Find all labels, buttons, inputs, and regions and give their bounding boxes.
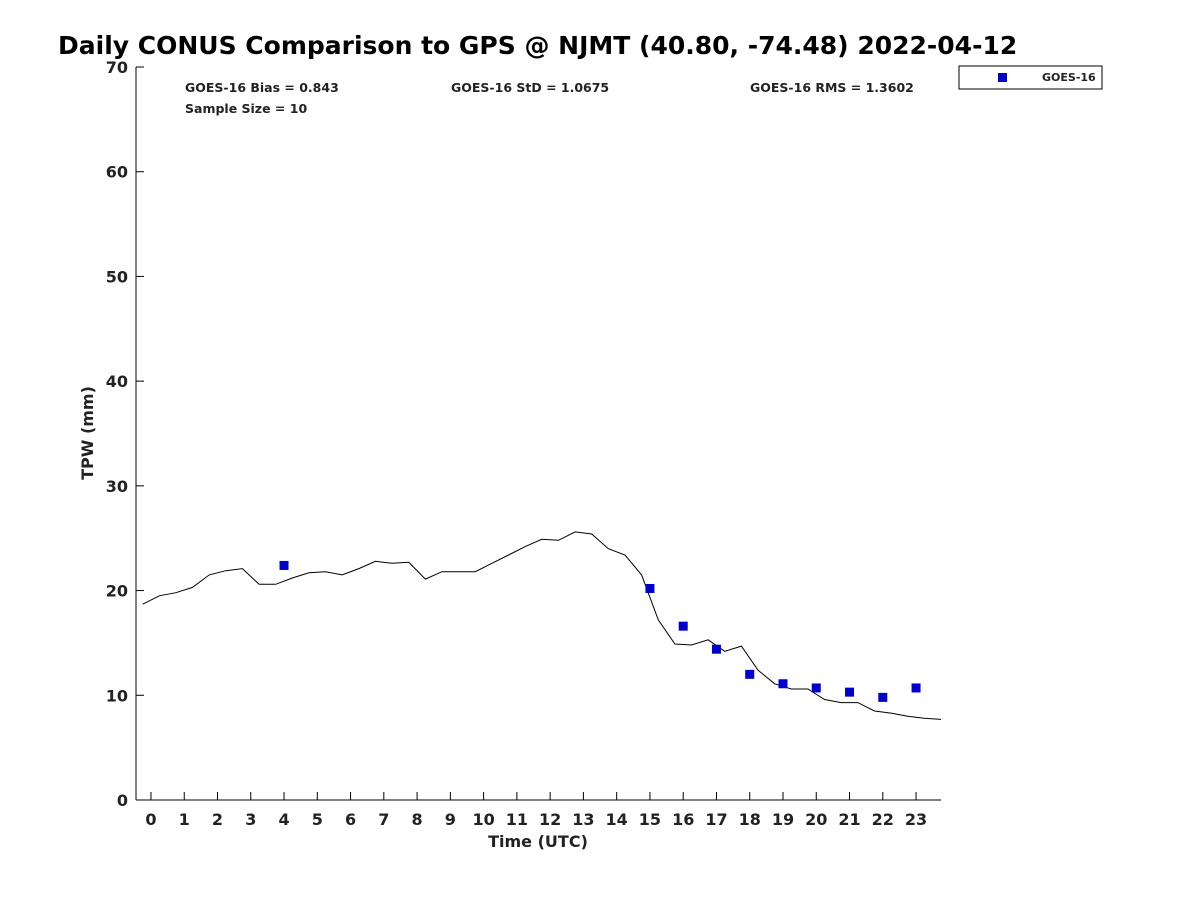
y-tick-label: 20 bbox=[106, 582, 128, 601]
stat-rms: GOES-16 RMS = 1.3602 bbox=[750, 80, 914, 95]
x-tick-label: 11 bbox=[506, 810, 528, 829]
x-tick-label: 4 bbox=[278, 810, 289, 829]
x-tick-label: 19 bbox=[772, 810, 794, 829]
gps-series-line bbox=[142, 531, 942, 720]
x-tick-label: 18 bbox=[739, 810, 761, 829]
goes16-point bbox=[811, 683, 821, 693]
x-tick-label: 7 bbox=[378, 810, 389, 829]
x-tick-label: 3 bbox=[245, 810, 256, 829]
goes16-point bbox=[778, 679, 788, 689]
x-tick-label: 5 bbox=[312, 810, 323, 829]
x-tick-label: 1 bbox=[179, 810, 190, 829]
x-tick-label: 13 bbox=[572, 810, 594, 829]
goes16-point bbox=[878, 692, 888, 702]
goes16-point bbox=[645, 583, 655, 593]
x-tick-label: 22 bbox=[872, 810, 894, 829]
y-tick-label: 70 bbox=[106, 58, 128, 77]
x-tick-label: 20 bbox=[805, 810, 827, 829]
legend: GOES-16 bbox=[958, 65, 1103, 90]
y-tick-label: 30 bbox=[106, 477, 128, 496]
legend-label-goes16: GOES-16 bbox=[1042, 71, 1096, 84]
x-tick-label: 8 bbox=[412, 810, 423, 829]
y-axis-label: TPW (mm) bbox=[78, 386, 97, 480]
x-tick-label: 6 bbox=[345, 810, 356, 829]
goes16-point bbox=[745, 669, 755, 679]
goes16-point bbox=[911, 683, 921, 693]
y-tick-label: 60 bbox=[106, 163, 128, 182]
gps-line bbox=[142, 531, 942, 720]
goes16-point bbox=[279, 560, 289, 570]
x-tick-label: 2 bbox=[212, 810, 223, 829]
x-tick-label: 14 bbox=[606, 810, 628, 829]
axes bbox=[135, 67, 941, 801]
y-tick-label: 50 bbox=[106, 267, 128, 286]
stat-std: GOES-16 StD = 1.0675 bbox=[451, 80, 609, 95]
x-tick-label: 12 bbox=[539, 810, 561, 829]
goes16-point bbox=[711, 644, 721, 654]
legend-box bbox=[958, 65, 1103, 90]
x-tick-label: 16 bbox=[672, 810, 694, 829]
goes16-point bbox=[845, 687, 855, 697]
y-tick-label: 10 bbox=[106, 686, 128, 705]
x-axis-label: Time (UTC) bbox=[488, 832, 588, 851]
y-ticks: 0 10 20 30 40 50 60 70 bbox=[106, 58, 144, 810]
goes16-point bbox=[678, 621, 688, 631]
stat-sample-size: Sample Size = 10 bbox=[185, 101, 307, 116]
x-tick-label: 15 bbox=[639, 810, 661, 829]
y-tick-label: 40 bbox=[106, 372, 128, 391]
x-tick-label: 17 bbox=[705, 810, 727, 829]
goes16-series-points bbox=[279, 560, 921, 702]
y-tick-label: 0 bbox=[117, 791, 128, 810]
x-ticks: 0 1 2 3 4 5 6 7 8 9 10 11 12 13 14 15 16 17 18 19 20 21 22 23 bbox=[145, 792, 927, 829]
x-tick-label: 23 bbox=[905, 810, 927, 829]
chart-title: Daily CONUS Comparison to GPS @ NJMT (40… bbox=[58, 31, 1017, 60]
x-tick-label: 10 bbox=[472, 810, 494, 829]
legend-marker-goes16 bbox=[998, 73, 1007, 82]
x-tick-label: 9 bbox=[445, 810, 456, 829]
x-tick-label: 21 bbox=[838, 810, 860, 829]
stat-bias: GOES-16 Bias = 0.843 bbox=[185, 80, 339, 95]
x-tick-label: 0 bbox=[145, 810, 156, 829]
